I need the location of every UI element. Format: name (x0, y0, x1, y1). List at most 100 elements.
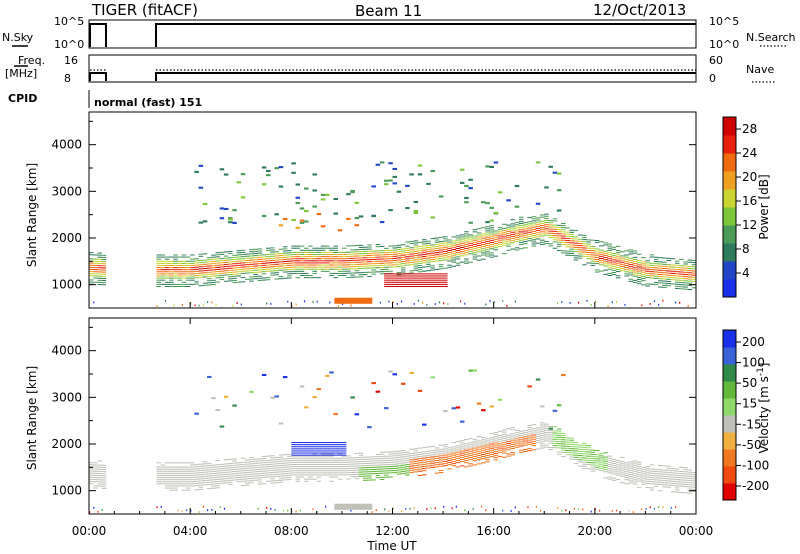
power-cell (438, 285, 444, 287)
velocity-cell (350, 467, 355, 469)
power-cell (658, 269, 663, 271)
velocity-cell (291, 442, 296, 444)
velocity-cell (506, 447, 511, 449)
velocity-cell (506, 436, 511, 438)
power-cell (291, 171, 296, 174)
power-cell (379, 273, 385, 275)
power-cell (253, 265, 258, 267)
velocity-cell (367, 469, 372, 471)
power-cell (485, 221, 490, 224)
power-cell (371, 273, 376, 275)
power-cell (295, 251, 301, 253)
power-cell (312, 300, 314, 303)
power-cell (333, 260, 339, 262)
power-cell (232, 282, 237, 284)
power-cell (468, 242, 473, 244)
power-cell (607, 245, 612, 247)
power-cell (577, 234, 583, 236)
power-cell (590, 303, 592, 306)
power-cell (325, 245, 330, 247)
power-cell (599, 253, 604, 255)
power-cell (540, 227, 545, 229)
velocity-cell (417, 468, 423, 470)
power-cell (392, 175, 398, 178)
power-cell (662, 257, 667, 259)
power-cell (219, 207, 225, 210)
power-cell (636, 264, 642, 266)
colorbar-segment (723, 432, 736, 450)
power-cell (164, 285, 170, 287)
power-cell (354, 255, 360, 257)
power-cell (459, 246, 465, 248)
power-cell (371, 261, 376, 263)
power-cell (649, 264, 655, 266)
velocity-cell (388, 470, 393, 472)
velocity-cell (325, 468, 330, 470)
power-cell (662, 263, 667, 265)
velocity-cell (329, 453, 334, 455)
power-cell (266, 169, 271, 173)
velocity-cell (666, 478, 672, 480)
velocity-cell (464, 457, 469, 460)
velocity-cell (472, 453, 478, 455)
power-cell (628, 268, 634, 270)
power-cell (215, 264, 220, 266)
power-cell (438, 195, 444, 198)
velocity-cell (556, 428, 562, 430)
power-cell (438, 247, 444, 249)
power-cell (379, 269, 385, 271)
velocity-cell (388, 468, 393, 470)
power-cell (303, 210, 309, 213)
velocity-cell (632, 466, 638, 468)
power-cell (518, 220, 524, 222)
velocity-cell (308, 448, 313, 450)
velocity-cell (523, 438, 528, 440)
power-cell (236, 302, 238, 304)
power-cell (502, 232, 507, 234)
power-cell (350, 304, 352, 307)
velocity-cell (434, 472, 440, 474)
power-cell (464, 252, 469, 254)
velocity-cell (303, 480, 309, 482)
velocity-cell (190, 485, 195, 487)
velocity-cell (535, 435, 541, 437)
power-cell (396, 255, 402, 257)
velocity-cell (257, 468, 263, 470)
power-cell (185, 283, 191, 285)
velocity-cell (89, 511, 91, 514)
velocity-cell (653, 485, 659, 487)
power-cell (320, 193, 326, 196)
velocity-cell (392, 507, 394, 510)
velocity-cell (253, 475, 258, 477)
power-cell (375, 256, 381, 258)
velocity-cell (295, 466, 301, 468)
power-cell (556, 209, 562, 212)
velocity-cell (202, 461, 208, 463)
velocity-cell (409, 453, 414, 455)
velocity-cell (540, 443, 545, 445)
power-cell (181, 254, 187, 256)
velocity-cell (346, 455, 351, 457)
velocity-cell (582, 461, 587, 463)
power-cell (384, 273, 389, 275)
velocity-cell (93, 479, 98, 481)
power-cell (384, 254, 389, 256)
power-cell (632, 265, 638, 267)
velocity-cell (443, 465, 448, 467)
power-cell (325, 193, 330, 196)
power-cell (426, 244, 431, 246)
power-cell (388, 264, 393, 266)
power-cell (636, 281, 642, 283)
power-cell (683, 271, 688, 273)
velocity-cell (346, 478, 351, 480)
velocity-cell (320, 459, 326, 461)
velocity-cell (312, 459, 317, 461)
power-cell (481, 258, 486, 260)
power-cell (291, 270, 296, 272)
power-cell (485, 228, 490, 230)
velocity-cell (215, 470, 220, 472)
power-cell (552, 230, 558, 232)
velocity-cell (308, 470, 313, 472)
velocity-y-label: Slant Range [km] (25, 366, 39, 470)
velocity-cell (362, 465, 368, 467)
